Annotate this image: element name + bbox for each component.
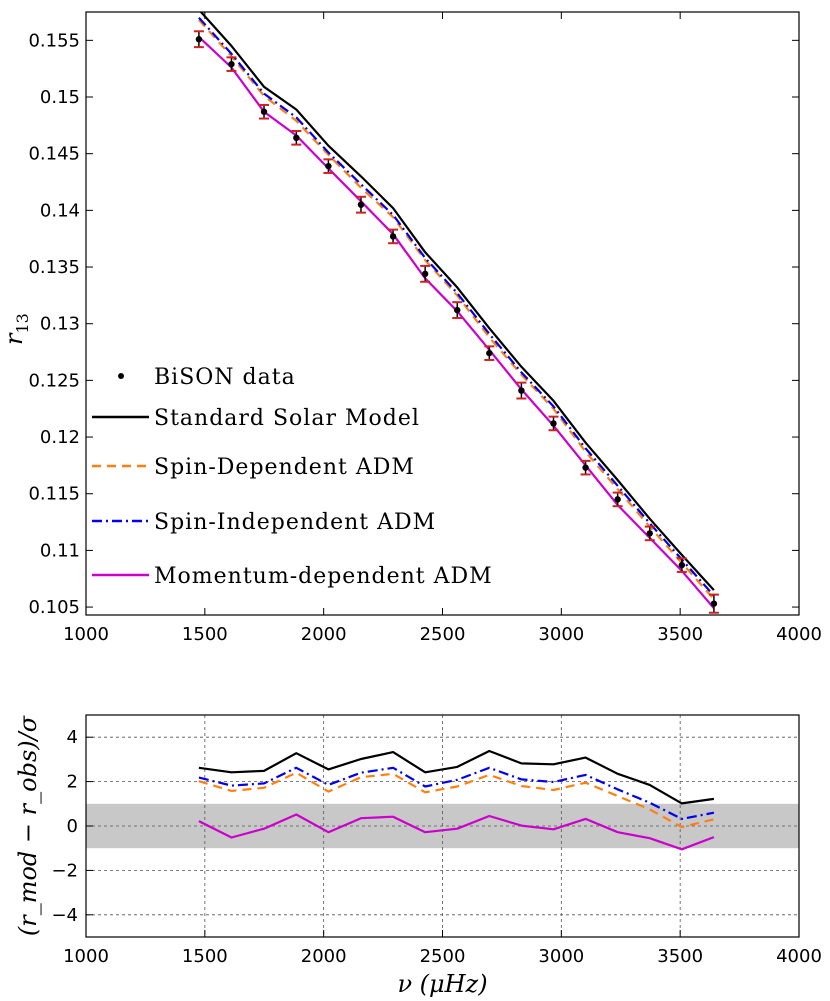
bottom-series-line-2	[198, 766, 715, 821]
legend-label-bison: BiSON data	[154, 365, 296, 390]
top-panel: 1000 1500 2000 2500 3000 3500 4000 0.105 0.11 0.1…	[0, 11, 822, 645]
data-point	[357, 201, 365, 208]
top-y-tick-label: 0.145	[28, 144, 80, 165]
data-point	[421, 270, 429, 278]
top-y-tick-label: 0.13	[40, 314, 80, 335]
data-point	[518, 387, 525, 394]
bottom-x-tick-label: 1500	[182, 946, 228, 967]
bottom-series-line-3	[198, 813, 715, 851]
legend-marker-bison	[118, 373, 124, 379]
data-point	[260, 108, 268, 115]
bottom-y-tick-label: 4	[67, 727, 78, 748]
data-point	[454, 306, 461, 314]
top-y-tick-label: 0.125	[28, 370, 80, 391]
top-y-tick-label: 0.115	[28, 484, 80, 505]
bottom-ticks: 1000 1500 2000 2500 3000 3500 4000 −4 −2 0 2 4	[51, 727, 821, 967]
top-x-tick-label: 1000	[63, 624, 109, 645]
top-x-tick-label: 4000	[776, 624, 822, 645]
data-point	[195, 36, 203, 43]
top-series-line-0	[199, 12, 715, 591]
top-x-tick-label: 2500	[420, 624, 466, 645]
data-point	[710, 600, 718, 607]
data-point	[293, 134, 300, 142]
bottom-x-axis-label: ν (μHz)	[397, 970, 487, 998]
bottom-x-tick-label: 2000	[301, 946, 347, 967]
legend-label-ssm: Standard Solar Model	[154, 406, 420, 431]
top-x-tick-label: 3500	[657, 624, 703, 645]
top-y-tick-label: 0.12	[40, 427, 80, 448]
top-legend: BiSON data Standard Solar Model Spin-Dep…	[92, 365, 493, 589]
top-ticks: 1000 1500 2000 2500 3000 3500 4000 0.105 0.11 0.1…	[28, 12, 822, 645]
top-observations	[193, 30, 719, 614]
data-point	[646, 530, 653, 537]
top-x-tick-label: 1500	[182, 624, 228, 645]
top-series-line-1	[198, 19, 715, 600]
bottom-y-tick-label: −2	[51, 860, 78, 881]
bottom-series-line-0	[198, 749, 715, 805]
top-y-tick-label: 0.14	[40, 200, 80, 221]
bottom-series	[198, 749, 715, 851]
top-y-tick-label: 0.155	[28, 30, 80, 51]
data-point	[228, 60, 235, 68]
top-y-tick-label: 0.105	[28, 597, 80, 618]
data-point	[582, 464, 589, 471]
data-point	[389, 233, 397, 240]
bottom-y-axis-label: (r_mod − r_obs)/σ	[14, 715, 42, 936]
top-x-tick-label: 2000	[301, 624, 347, 645]
legend-label-md-adm: Momentum-dependent ADM	[154, 564, 493, 589]
bottom-x-tick-label: 3000	[538, 946, 584, 967]
top-x-tick-label: 3000	[538, 624, 584, 645]
bottom-y-tick-label: 0	[67, 816, 78, 837]
data-point	[486, 349, 493, 357]
top-series-line-2	[198, 16, 715, 597]
data-point	[614, 496, 621, 503]
top-series	[198, 12, 715, 609]
top-y-tick-label: 0.11	[40, 540, 80, 561]
legend-label-sd-adm: Spin-Dependent ADM	[154, 455, 415, 480]
bottom-x-tick-label: 1000	[63, 946, 109, 967]
bottom-series-line-1	[198, 771, 715, 829]
data-point	[550, 420, 557, 427]
top-y-tick-label: 0.15	[40, 87, 80, 108]
bottom-x-tick-label: 3500	[657, 946, 703, 967]
bottom-y-tick-label: 2	[67, 772, 78, 793]
bottom-x-tick-label: 2500	[420, 946, 466, 967]
data-point	[678, 561, 686, 569]
top-y-tick-label: 0.135	[28, 257, 80, 278]
top-y-axis-label: r13	[0, 313, 32, 345]
legend-label-si-adm: Spin-Independent ADM	[154, 510, 436, 535]
data-point	[325, 162, 332, 170]
bottom-x-tick-label: 4000	[776, 946, 822, 967]
bottom-panel: 1000 1500 2000 2500 3000 3500 4000 −4 −2 0 2 4 (r_m…	[14, 714, 822, 998]
bottom-y-tick-label: −4	[51, 905, 78, 926]
